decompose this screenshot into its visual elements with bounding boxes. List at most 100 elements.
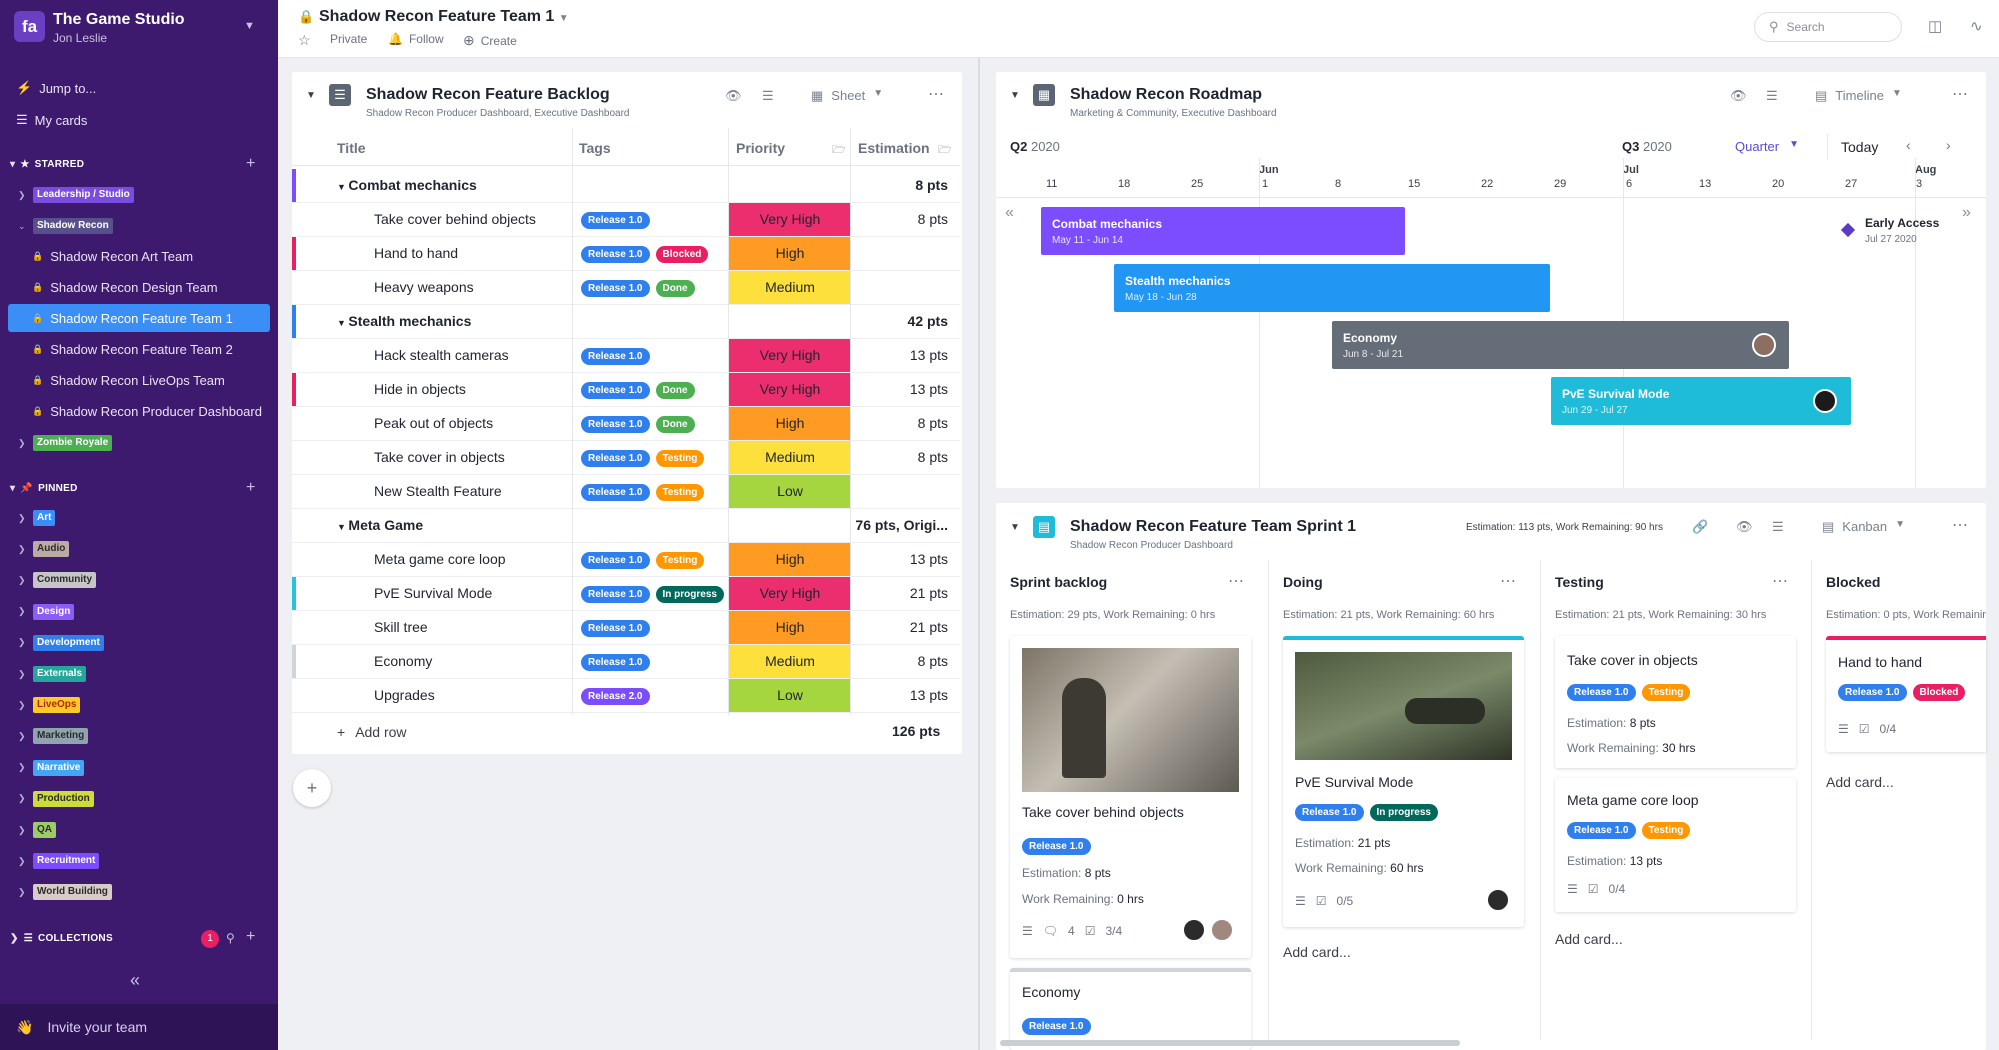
add-card-button[interactable]: Add card...: [1283, 944, 1351, 960]
row-title[interactable]: PvE Survival Mode: [374, 585, 492, 601]
view-selector[interactable]: ▤ Kanban ▼: [1822, 519, 1905, 535]
eye-icon[interactable]: 👁: [725, 88, 742, 103]
collapse-triangle-icon[interactable]: ▼: [337, 522, 349, 532]
sidebar-item-pinned[interactable]: ❯ Art: [18, 508, 56, 528]
estimation-cell[interactable]: 8 pts: [917, 415, 948, 431]
row-title[interactable]: Hide in objects: [374, 381, 466, 397]
activity-icon[interactable]: ∿: [1970, 18, 1983, 35]
estimation-cell[interactable]: 13 pts: [909, 381, 948, 397]
my-cards-link[interactable]: ☰ My cards: [16, 112, 87, 128]
row-title[interactable]: Upgrades: [374, 687, 435, 703]
priority-cell[interactable]: Very High: [729, 577, 851, 610]
tag-pill[interactable]: Blocked: [655, 246, 709, 263]
collapse-triangle-icon[interactable]: ▼: [1010, 522, 1020, 533]
row-title[interactable]: Take cover behind objects: [374, 211, 536, 227]
table-row[interactable]: Upgrades Release 2.0 Low 13 pts: [292, 679, 960, 713]
priority-cell[interactable]: Medium: [729, 645, 851, 678]
milestone-title[interactable]: Early Access: [1865, 216, 1940, 230]
horizontal-scrollbar[interactable]: [1000, 1040, 1460, 1046]
priority-cell[interactable]: Medium: [729, 441, 851, 474]
workspace-logo[interactable]: fa: [14, 11, 45, 42]
row-title[interactable]: Economy: [374, 653, 432, 669]
today-button[interactable]: Today: [1841, 139, 1879, 155]
tag-pill[interactable]: Done: [655, 382, 695, 399]
timeline-bar[interactable]: Economy Jun 8 - Jul 21: [1332, 321, 1789, 369]
kanban-column-title[interactable]: Doing: [1283, 574, 1323, 590]
tag-pill[interactable]: In progress: [1369, 804, 1438, 821]
tag-pill[interactable]: Release 1.0: [1295, 804, 1364, 821]
add-collection-button[interactable]: +: [246, 928, 256, 945]
eye-icon[interactable]: 👁: [1730, 88, 1747, 103]
timeline-bar[interactable]: Stealth mechanics May 18 - Jun 28: [1114, 264, 1550, 312]
jump-to-link[interactable]: ⚡ Jump to...: [16, 80, 96, 96]
scroll-right-icon[interactable]: »: [1962, 204, 1971, 221]
estimation-cell[interactable]: 42 pts: [907, 313, 948, 329]
row-title[interactable]: Heavy weapons: [374, 279, 474, 295]
search-input[interactable]: ⚲ Search: [1754, 12, 1902, 42]
priority-cell[interactable]: High: [729, 611, 851, 644]
sidebar-item-pinned[interactable]: ❯ Community: [18, 570, 96, 590]
more-icon[interactable]: ⋯: [928, 86, 944, 103]
tag-pill[interactable]: Done: [655, 416, 695, 433]
avatar[interactable]: [1182, 918, 1206, 942]
roadmap-title[interactable]: Shadow Recon Roadmap: [1070, 86, 1263, 103]
kanban-card[interactable]: PvE Survival Mode Release 1.0 In progress…: [1283, 636, 1524, 927]
tag-pill[interactable]: Release 1.0: [581, 586, 650, 603]
estimation-cell[interactable]: 8 pts: [915, 177, 948, 193]
tag-pill[interactable]: Release 1.0: [1567, 684, 1636, 701]
backlog-title[interactable]: Shadow Recon Feature Backlog: [366, 86, 610, 103]
estimation-cell[interactable]: 8 pts: [917, 653, 948, 669]
column-header-tags[interactable]: Tags: [579, 140, 611, 156]
link-icon[interactable]: 🔗: [1692, 519, 1709, 534]
tag-pill[interactable]: Testing: [655, 450, 705, 467]
table-row[interactable]: Economy Release 1.0 Medium 8 pts: [292, 645, 960, 679]
kanban-card[interactable]: Take cover behind objects Release 1.0 Es…: [1010, 636, 1251, 958]
tag-pill[interactable]: Release 2.0: [581, 688, 650, 705]
more-icon[interactable]: ⋯: [1952, 517, 1968, 534]
table-row[interactable]: Hand to hand Release 1.0 Blocked High: [292, 237, 960, 271]
priority-cell[interactable]: Very High: [729, 203, 851, 236]
view-selector[interactable]: ▤ Timeline ▼: [1815, 88, 1902, 104]
priority-cell[interactable]: High: [729, 543, 851, 576]
estimation-cell[interactable]: 21 pts: [909, 619, 948, 635]
kanban-card[interactable]: Hand to hand Release 1.0 Blocked ☰ ☑ 0/4: [1826, 636, 1986, 752]
invite-team-button[interactable]: 👋 Invite your team: [0, 1004, 278, 1050]
tag-pill[interactable]: Testing: [1641, 684, 1691, 701]
table-row[interactable]: Skill tree Release 1.0 High 21 pts: [292, 611, 960, 645]
timeline-bar[interactable]: Combat mechanics May 11 - Jun 14: [1041, 207, 1405, 255]
table-row[interactable]: Meta game core loop Release 1.0 Testing Hig…: [292, 543, 960, 577]
sidebar-sub-feature-team-1[interactable]: 🔒 Shadow Recon Feature Team 1: [32, 304, 233, 332]
sprint-title[interactable]: Shadow Recon Feature Team Sprint 1: [1070, 518, 1356, 535]
sidebar-item-pinned[interactable]: ❯ Audio: [18, 539, 70, 559]
collapse-triangle-icon[interactable]: ▼: [337, 318, 349, 328]
avatar[interactable]: [1813, 389, 1837, 413]
sidebar-item-pinned[interactable]: ❯ Development: [18, 633, 104, 653]
table-row[interactable]: PvE Survival Mode Release 1.0 In progress V…: [292, 577, 960, 611]
kanban-card[interactable]: Meta game core loop Release 1.0 Testing E…: [1555, 778, 1796, 912]
group-row[interactable]: ▼ Stealth mechanics 42 pts: [292, 305, 960, 339]
table-row[interactable]: Peak out of objects Release 1.0 Done High 8 …: [292, 407, 960, 441]
priority-cell[interactable]: Low: [729, 475, 851, 508]
tag-pill[interactable]: Release 1.0: [581, 484, 650, 501]
sidebar-item-pinned[interactable]: ❯ Recruitment: [18, 851, 100, 871]
scroll-left-icon[interactable]: «: [1005, 204, 1014, 221]
sidebar-item-pinned[interactable]: ❯ Marketing: [18, 726, 89, 746]
sidebar-item-zombie-royale[interactable]: ❯ Zombie Royale: [18, 433, 113, 453]
add-card-button[interactable]: Add card...: [1555, 931, 1623, 947]
estimation-cell[interactable]: 13 pts: [909, 347, 948, 363]
row-title[interactable]: Meta game core loop: [374, 551, 506, 567]
tag-pill[interactable]: Testing: [655, 484, 705, 501]
tag-pill[interactable]: Release 1.0: [1838, 684, 1907, 701]
tag-pill[interactable]: Release 1.0: [581, 620, 650, 637]
starred-header[interactable]: ▾ ★ STARRED: [10, 159, 84, 170]
sidebar-sub-liveops-team[interactable]: 🔒 Shadow Recon LiveOps Team: [32, 366, 225, 394]
row-title[interactable]: New Stealth Feature: [374, 483, 502, 499]
more-icon[interactable]: ⋯: [1500, 573, 1516, 590]
estimation-cell[interactable]: 21 pts: [909, 585, 948, 601]
add-starred-button[interactable]: +: [246, 155, 256, 172]
timeline-bar[interactable]: PvE Survival Mode Jun 29 - Jul 27: [1551, 377, 1851, 425]
priority-cell[interactable]: Medium: [729, 271, 851, 304]
collapse-triangle-icon[interactable]: ▼: [1010, 90, 1020, 101]
priority-cell[interactable]: Very High: [729, 373, 851, 406]
page-title[interactable]: Shadow Recon Feature Team 1 ▼: [319, 8, 569, 26]
